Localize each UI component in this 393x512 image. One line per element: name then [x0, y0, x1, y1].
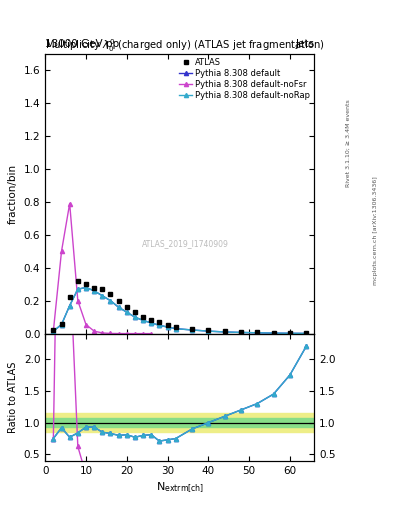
- Pythia 8.308 default: [67, 303, 72, 309]
- Pythia 8.308 default-noFsr: [132, 331, 137, 337]
- Line: Pythia 8.308 default-noRap: Pythia 8.308 default-noRap: [51, 285, 309, 335]
- Pythia 8.308 default: [92, 288, 97, 294]
- ATLAS: [165, 322, 170, 328]
- ATLAS: [157, 319, 162, 325]
- Pythia 8.308 default: [165, 324, 170, 330]
- ATLAS: [255, 329, 260, 335]
- Pythia 8.308 default-noFsr: [116, 330, 121, 336]
- Pythia 8.308 default-noRap: [116, 304, 121, 310]
- Pythia 8.308 default-noRap: [51, 328, 56, 334]
- Pythia 8.308 default: [304, 330, 309, 336]
- X-axis label: N$_{\mathsf{extrm[ch]}}$: N$_{\mathsf{extrm[ch]}}$: [156, 481, 204, 496]
- Pythia 8.308 default: [84, 285, 88, 291]
- ATLAS: [59, 321, 64, 327]
- Pythia 8.308 default-noFsr: [75, 297, 80, 304]
- Pythia 8.308 default-noFsr: [51, 328, 56, 334]
- ATLAS: [125, 304, 129, 310]
- Pythia 8.308 default-noFsr: [59, 248, 64, 254]
- Pythia 8.308 default-noRap: [59, 322, 64, 328]
- Pythia 8.308 default: [100, 293, 105, 299]
- Y-axis label: Ratio to ATLAS: Ratio to ATLAS: [8, 361, 18, 433]
- Pythia 8.308 default: [288, 330, 292, 336]
- Pythia 8.308 default: [141, 317, 145, 324]
- Text: mcplots.cern.ch [arXiv:1306.3436]: mcplots.cern.ch [arXiv:1306.3436]: [373, 176, 378, 285]
- ATLAS: [304, 330, 309, 336]
- Text: Rivet 3.1.10; ≥ 3.4M events: Rivet 3.1.10; ≥ 3.4M events: [345, 99, 350, 187]
- Pythia 8.308 default-noRap: [84, 285, 88, 291]
- Pythia 8.308 default: [116, 304, 121, 310]
- Pythia 8.308 default: [132, 314, 137, 320]
- ATLAS: [222, 328, 227, 334]
- ATLAS: [141, 314, 145, 320]
- Line: ATLAS: ATLAS: [51, 279, 309, 336]
- Pythia 8.308 default-noRap: [92, 288, 97, 294]
- Pythia 8.308 default-noRap: [239, 329, 243, 335]
- Pythia 8.308 default-noRap: [132, 314, 137, 320]
- Pythia 8.308 default-noRap: [190, 327, 195, 333]
- Text: Jets: Jets: [296, 38, 314, 49]
- ATLAS: [173, 324, 178, 330]
- Pythia 8.308 default: [255, 330, 260, 336]
- Pythia 8.308 default-noFsr: [67, 201, 72, 207]
- ATLAS: [108, 291, 113, 297]
- Pythia 8.308 default-noRap: [100, 293, 105, 299]
- ATLAS: [149, 317, 154, 324]
- Pythia 8.308 default-noRap: [255, 330, 260, 336]
- Pythia 8.308 default: [222, 329, 227, 335]
- Pythia 8.308 default: [239, 329, 243, 335]
- Pythia 8.308 default-noRap: [75, 286, 80, 292]
- Pythia 8.308 default-noFsr: [100, 330, 105, 336]
- Line: Pythia 8.308 default-noFsr: Pythia 8.308 default-noFsr: [51, 202, 153, 336]
- ATLAS: [51, 327, 56, 333]
- ATLAS: [271, 330, 276, 336]
- ATLAS: [288, 330, 292, 336]
- Pythia 8.308 default-noRap: [157, 322, 162, 328]
- Pythia 8.308 default: [271, 330, 276, 336]
- Pythia 8.308 default-noRap: [222, 329, 227, 335]
- Pythia 8.308 default-noRap: [288, 330, 292, 336]
- Pythia 8.308 default: [206, 328, 211, 334]
- Pythia 8.308 default-noFsr: [141, 331, 145, 337]
- Legend: ATLAS, Pythia 8.308 default, Pythia 8.308 default-noFsr, Pythia 8.308 default-no: ATLAS, Pythia 8.308 default, Pythia 8.30…: [178, 56, 312, 102]
- Pythia 8.308 default-noFsr: [92, 328, 97, 334]
- ATLAS: [75, 278, 80, 284]
- ATLAS: [84, 281, 88, 287]
- Pythia 8.308 default-noRap: [149, 320, 154, 326]
- Pythia 8.308 default-noFsr: [125, 331, 129, 337]
- Pythia 8.308 default-noRap: [125, 309, 129, 315]
- Pythia 8.308 default-noRap: [304, 330, 309, 336]
- Y-axis label: fraction/bin: fraction/bin: [8, 164, 18, 224]
- Pythia 8.308 default-noFsr: [149, 331, 154, 337]
- Pythia 8.308 default: [157, 322, 162, 328]
- Pythia 8.308 default: [149, 320, 154, 326]
- Text: ATLAS_2019_I1740909: ATLAS_2019_I1740909: [142, 240, 229, 248]
- Pythia 8.308 default: [173, 326, 178, 332]
- Text: 13000 GeV pp: 13000 GeV pp: [45, 38, 119, 49]
- Pythia 8.308 default-noRap: [67, 303, 72, 309]
- Pythia 8.308 default-noRap: [141, 317, 145, 324]
- Pythia 8.308 default: [59, 322, 64, 328]
- ATLAS: [239, 329, 243, 335]
- Pythia 8.308 default: [125, 309, 129, 315]
- Pythia 8.308 default-noRap: [173, 326, 178, 332]
- ATLAS: [100, 286, 105, 292]
- Text: Multiplicity $\lambda_0^0$ (charged only) (ATLAS jet fragmentation): Multiplicity $\lambda_0^0$ (charged only…: [45, 37, 325, 54]
- Pythia 8.308 default: [51, 328, 56, 334]
- ATLAS: [206, 327, 211, 333]
- Pythia 8.308 default: [190, 327, 195, 333]
- ATLAS: [67, 294, 72, 301]
- Pythia 8.308 default-noFsr: [108, 330, 113, 336]
- Pythia 8.308 default-noRap: [206, 328, 211, 334]
- Pythia 8.308 default: [108, 297, 113, 304]
- Pythia 8.308 default-noRap: [165, 324, 170, 330]
- Pythia 8.308 default-noRap: [108, 297, 113, 304]
- ATLAS: [116, 297, 121, 304]
- ATLAS: [190, 326, 195, 332]
- Pythia 8.308 default: [75, 286, 80, 292]
- Pythia 8.308 default-noRap: [271, 330, 276, 336]
- ATLAS: [92, 285, 97, 291]
- Line: Pythia 8.308 default: Pythia 8.308 default: [51, 285, 309, 335]
- ATLAS: [132, 309, 137, 315]
- Pythia 8.308 default-noFsr: [84, 322, 88, 328]
